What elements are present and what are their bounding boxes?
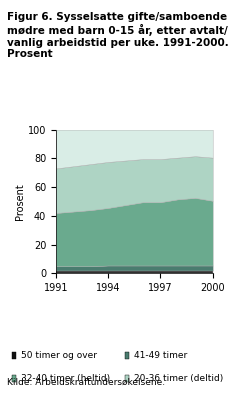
Y-axis label: Prosent: Prosent (15, 183, 25, 220)
Text: Figur 6. Sysselsatte gifte/samboende
mødre med barn 0-15 år, etter avtalt/
vanli: Figur 6. Sysselsatte gifte/samboende mød… (7, 12, 229, 59)
Text: 41-49 timer: 41-49 timer (134, 351, 187, 360)
Text: 20-36 timer (deltid): 20-36 timer (deltid) (134, 374, 223, 383)
Text: 50 timer og over: 50 timer og over (21, 351, 97, 360)
Text: Kilde: Arbeidskraftundersøkelsene.: Kilde: Arbeidskraftundersøkelsene. (7, 378, 165, 387)
Text: 32-40 timer (heltid): 32-40 timer (heltid) (21, 374, 110, 383)
